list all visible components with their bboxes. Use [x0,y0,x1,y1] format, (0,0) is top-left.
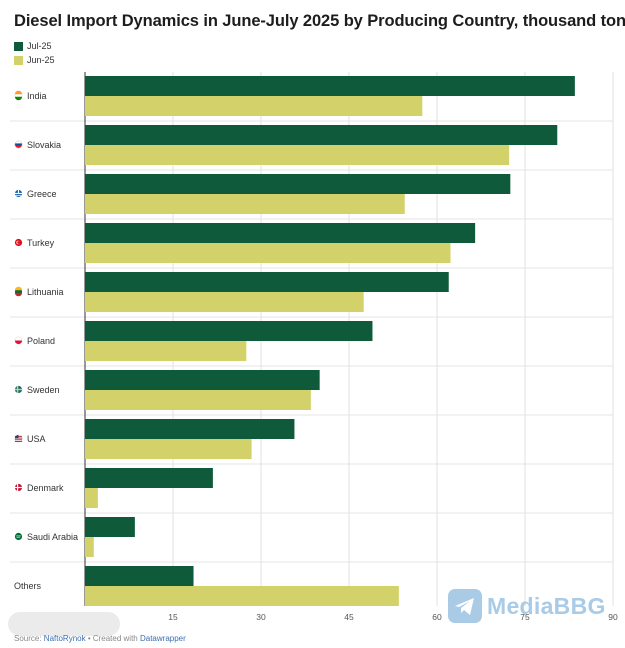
x-tick-label: 90 [608,612,618,622]
category-label-turkey: Turkey [27,238,55,248]
bar-jun-25-others [85,586,399,606]
india-flag-icon [14,90,23,101]
denmark-flag-icon [14,483,23,492]
legend-label-jun25: Jun-25 [27,55,55,65]
bar-jul-25-others [85,566,194,586]
x-tick-label: 60 [432,612,442,622]
telegram-icon [448,589,482,623]
bar-jun-25-india [85,96,423,116]
saudi-arabia-flag-icon [14,532,23,541]
legend-item-jul25: Jul-25 [14,41,52,51]
watermark-text: MediaBBG [487,592,606,619]
x-tick-label: 15 [168,612,178,622]
greece-flag-icon [14,189,23,198]
turkey-flag-icon [14,238,23,247]
legend-label-jul25: Jul-25 [27,41,52,51]
category-label-saudi-arabia: Saudi Arabia [27,532,78,542]
legend-swatch-jul25 [14,41,23,51]
category-label-sweden: Sweden [27,385,60,395]
x-tick-label: 75 [520,612,530,622]
bar-jul-25-greece [85,174,511,194]
x-tick-label: 45 [344,612,354,622]
bar-jun-25-turkey [85,243,451,263]
bar-jun-25-denmark [85,488,98,508]
sweden-flag-icon [14,385,23,394]
bar-jun-25-usa [85,439,252,459]
bar-jul-25-slovakia [85,125,558,145]
source-link[interactable]: NaftoRynok [43,634,86,643]
footer-source: Source: NaftoRynok • Created with Datawr… [14,634,186,643]
datawrapper-link[interactable]: Datawrapper [139,634,186,643]
bar-jun-25-sweden [85,390,311,410]
bar-jun-25-greece [85,194,405,214]
created-prefix: • Created with [85,634,140,643]
category-label-india: India [27,91,47,101]
bar-jun-25-saudi-arabia [85,537,94,557]
legend-item-jun25: Jun-25 [14,55,55,65]
watermark: MediaBBG [448,589,606,623]
bar-jul-25-sweden [85,370,320,390]
bar-jul-25-denmark [85,468,213,488]
chart-title: Diesel Import Dynamics in June-July 2025… [14,12,625,30]
bar-jun-25-lithuania [85,292,364,312]
category-label-lithuania: Lithuania [27,287,64,297]
bar-jun-25-slovakia [85,145,510,165]
bar-jul-25-turkey [85,223,476,243]
category-label-usa: USA [27,434,46,444]
x-tick-label: 30 [256,612,266,622]
category-label-slovakia: Slovakia [27,140,61,150]
lithuania-flag-icon [14,286,23,297]
usa-flag-icon [14,434,23,443]
category-label-denmark: Denmark [27,483,64,493]
category-label-poland: Poland [27,336,55,346]
bar-jun-25-poland [85,341,247,361]
category-label-others: Others [14,581,42,591]
bar-jul-25-lithuania [85,272,449,292]
bar-jul-25-india [85,76,575,96]
category-label-greece: Greece [27,189,57,199]
source-prefix: Source: [14,634,44,643]
bar-jul-25-poland [85,321,373,341]
search-pill [8,612,120,636]
slovakia-flag-icon [14,140,23,149]
legend-swatch-jun25 [14,55,23,65]
bar-jul-25-saudi-arabia [85,517,135,537]
poland-flag-icon [14,336,23,345]
bar-jul-25-usa [85,419,295,439]
